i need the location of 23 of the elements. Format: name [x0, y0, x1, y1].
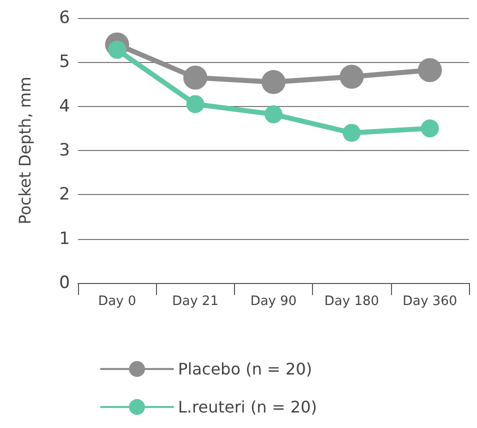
point — [262, 70, 286, 94]
y-axis-title: Pocket Depth, mm — [16, 76, 34, 224]
y-tick-label: 6 — [59, 8, 70, 28]
point — [183, 66, 208, 90]
point — [340, 64, 364, 89]
point — [186, 95, 204, 114]
y-tick-label: 5 — [59, 52, 70, 72]
y-tick-label: 1 — [59, 228, 70, 249]
x-tick-label: Day 90 — [250, 294, 297, 309]
point — [420, 119, 439, 138]
y-tick-label: 2 — [59, 184, 70, 205]
x-tick-label: Day 0 — [98, 294, 136, 309]
point — [342, 124, 361, 142]
y-tick-label: 0 — [59, 273, 70, 293]
x-tick-label: Day 180 — [324, 294, 380, 309]
point — [418, 58, 442, 82]
x-tick-label: Day 360 — [402, 294, 458, 309]
legend-label: Placebo (n = 20) — [178, 360, 312, 378]
y-tick-label: 3 — [59, 140, 70, 160]
y-tick-label: 4 — [59, 96, 70, 116]
legend-label: L.reuteri (n = 20) — [178, 398, 317, 416]
x-tick-label: Day 21 — [172, 294, 218, 309]
point — [264, 105, 282, 124]
